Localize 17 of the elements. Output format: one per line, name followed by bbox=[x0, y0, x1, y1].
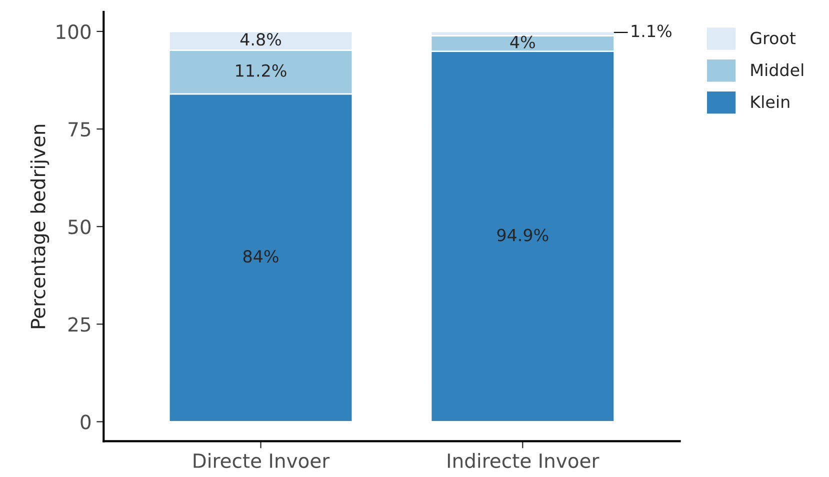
y-axis-title: Percentage bedrijven bbox=[30, 124, 50, 328]
data-label: 1.1% bbox=[632, 24, 672, 38]
data-label: 4% bbox=[510, 36, 535, 48]
data-label: 4.8% bbox=[240, 33, 282, 46]
y-tick-label: 50 bbox=[68, 220, 91, 234]
data-label: 84% bbox=[243, 250, 278, 263]
legend-label: Middel bbox=[751, 63, 804, 76]
legend-label: Groot bbox=[750, 32, 796, 44]
x-tick-label: Indirecte Invoer bbox=[448, 453, 600, 468]
y-tick-label: 0 bbox=[80, 414, 91, 430]
y-tick-label: 25 bbox=[68, 317, 90, 332]
y-tick-label: 75 bbox=[68, 122, 90, 137]
x-tick-label: Directe Invoer bbox=[194, 453, 330, 468]
data-label: 11.2% bbox=[236, 64, 286, 77]
data-label: 94.9% bbox=[497, 228, 548, 242]
y-tick-label: 100 bbox=[56, 24, 91, 40]
legend-label: Klein bbox=[751, 95, 790, 108]
